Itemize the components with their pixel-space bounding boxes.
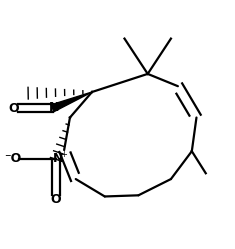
Text: O: O (51, 193, 61, 206)
Text: ⁻O: ⁻O (4, 152, 21, 165)
Text: N: N (53, 152, 63, 165)
Polygon shape (51, 92, 92, 112)
Text: O: O (8, 102, 19, 115)
Text: +: + (60, 150, 67, 159)
Text: N: N (49, 101, 59, 114)
